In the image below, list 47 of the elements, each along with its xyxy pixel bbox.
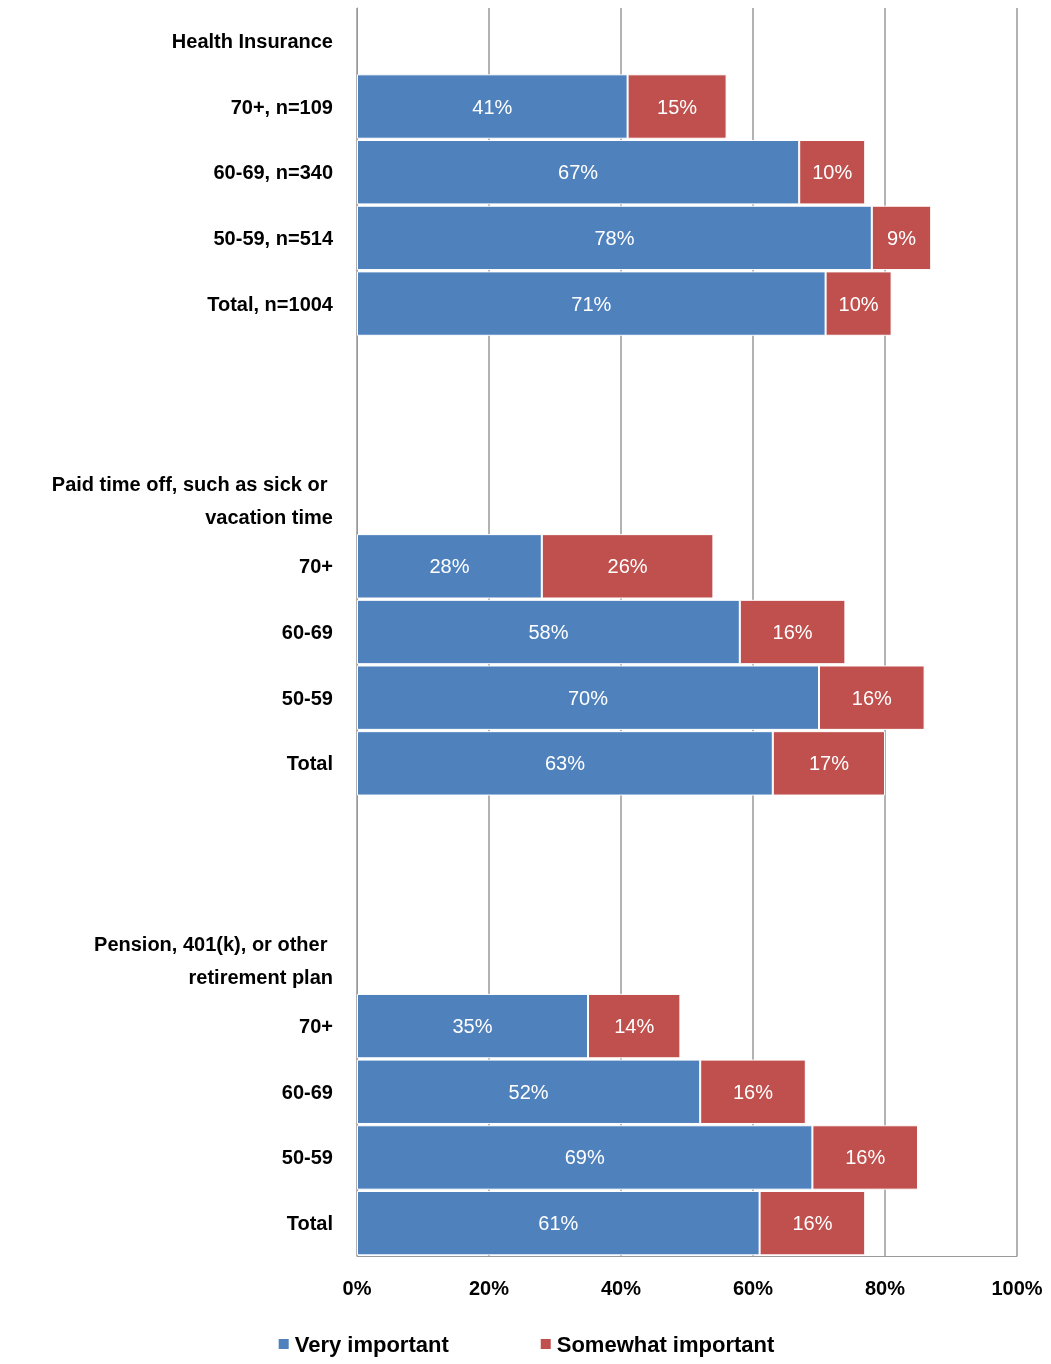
- data-label: 15%: [657, 95, 698, 118]
- data-label: 16%: [772, 621, 813, 643]
- data-label: 67%: [558, 161, 599, 184]
- data-label: 52%: [508, 1080, 549, 1103]
- y-tick-label: Total, n=1004: [207, 292, 334, 315]
- y-tick-label: 70+: [299, 1015, 333, 1038]
- y-tick-label: 50-59: [281, 686, 333, 709]
- x-tick-label: 0%: [342, 1277, 372, 1299]
- y-tick-label: 70+: [299, 555, 333, 578]
- y-tick-label: 60-69: [281, 621, 333, 643]
- x-tick-label: 40%: [600, 1277, 642, 1299]
- data-label: 16%: [792, 1212, 833, 1235]
- y-tick-label: Pension, 401(k), or other retirement plan: [94, 932, 333, 988]
- data-label: 10%: [812, 161, 853, 184]
- y-tick-label: 70+, n=109: [230, 95, 333, 118]
- legend-label: Somewhat important: [556, 1331, 775, 1357]
- data-label: 28%: [429, 555, 470, 578]
- y-tick-label: Health Insurance: [171, 29, 333, 52]
- y-tick-label: 50-59, n=514: [213, 226, 334, 249]
- data-label: 16%: [845, 1146, 886, 1169]
- data-label: 14%: [614, 1015, 655, 1038]
- data-label: 9%: [887, 226, 917, 249]
- x-tick-label: 80%: [864, 1277, 906, 1299]
- x-tick-label: 100%: [991, 1277, 1043, 1299]
- data-label: 17%: [808, 752, 850, 775]
- x-tick-label: 60%: [732, 1277, 774, 1299]
- data-label: 16%: [732, 1080, 774, 1103]
- y-tick-label: Paid time off, such as sick or vacation time: [51, 473, 333, 529]
- data-label: 69%: [564, 1146, 605, 1169]
- y-tick-label: Total: [286, 752, 333, 775]
- y-tick-label: 60-69, n=340: [213, 161, 333, 184]
- y-tick-label: 60-69: [281, 1080, 333, 1103]
- data-label: 35%: [452, 1015, 493, 1038]
- y-tick-label: Total: [286, 1212, 333, 1235]
- data-label: 10%: [838, 292, 879, 315]
- data-label: 26%: [607, 555, 648, 578]
- y-tick-label: 50-59: [281, 1146, 333, 1169]
- data-label: 41%: [472, 95, 513, 118]
- data-label: 63%: [544, 752, 586, 775]
- legend-label: Very important: [294, 1331, 450, 1357]
- data-label: 70%: [567, 686, 609, 709]
- data-label: 16%: [851, 686, 893, 709]
- data-label: 61%: [538, 1212, 579, 1235]
- data-label: 78%: [594, 226, 635, 249]
- x-tick-label: 20%: [468, 1277, 510, 1299]
- data-label: 71%: [571, 292, 612, 315]
- data-label: 58%: [528, 621, 569, 643]
